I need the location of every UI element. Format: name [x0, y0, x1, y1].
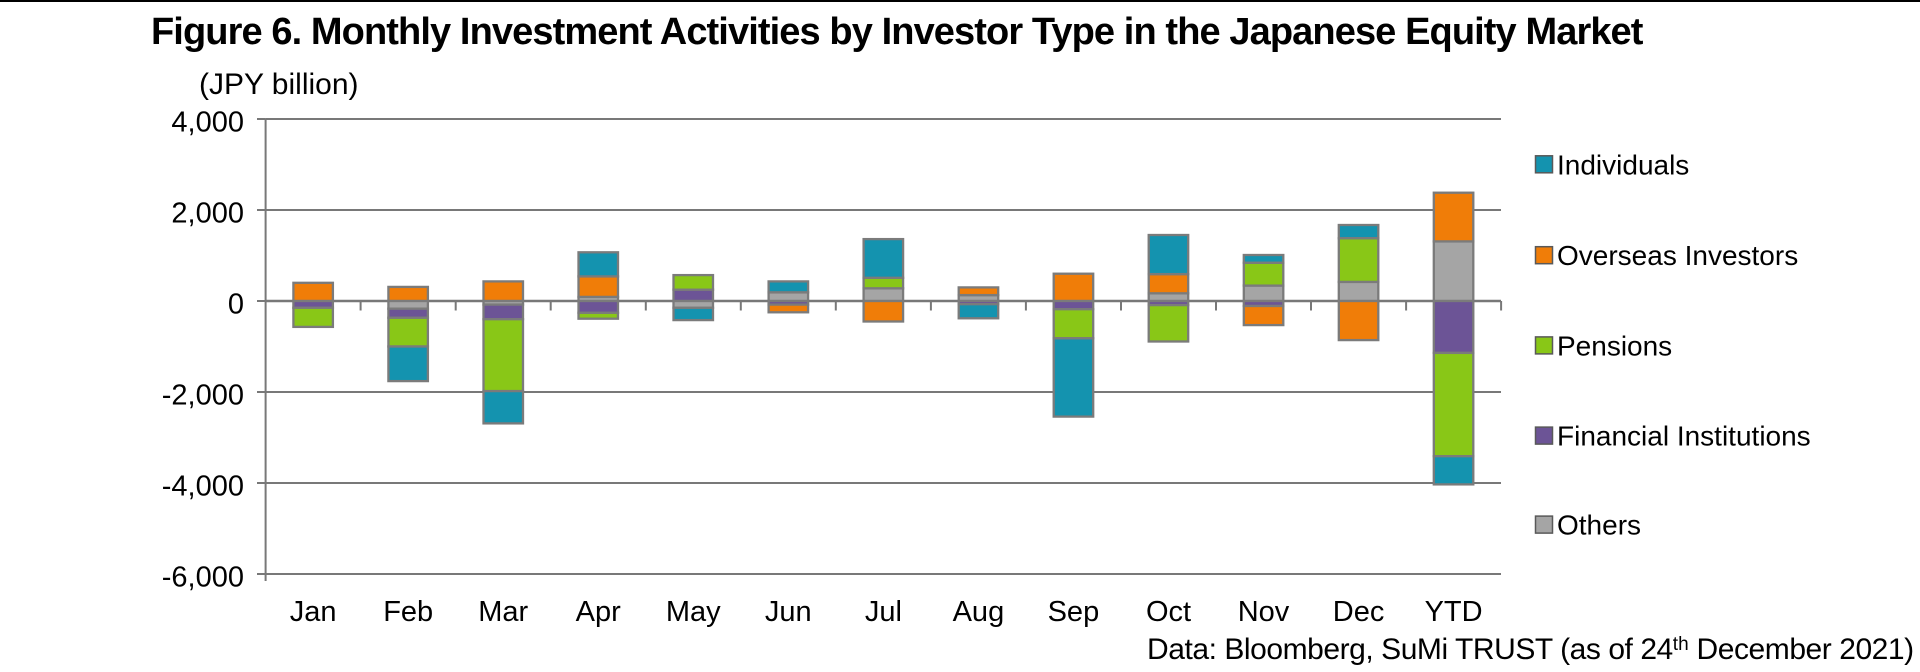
svg-text:-4,000: -4,000 — [162, 471, 244, 503]
svg-text:May: May — [666, 596, 721, 628]
svg-text:Individuals: Individuals — [1557, 149, 1689, 180]
svg-text:Oct: Oct — [1146, 596, 1191, 628]
svg-text:-6,000: -6,000 — [162, 562, 244, 594]
svg-text:Aug: Aug — [953, 596, 1005, 628]
svg-text:Jul: Jul — [865, 596, 902, 628]
svg-text:Feb: Feb — [383, 596, 433, 628]
svg-text:Jan: Jan — [290, 596, 337, 628]
svg-text:Financial Institutions: Financial Institutions — [1557, 421, 1811, 452]
svg-text:(JPY billion): (JPY billion) — [199, 68, 359, 101]
svg-text:Sep: Sep — [1048, 596, 1100, 628]
svg-text:Jun: Jun — [765, 596, 812, 628]
svg-text:Mar: Mar — [478, 596, 528, 628]
svg-text:Overseas Investors: Overseas Investors — [1557, 240, 1798, 271]
svg-text:0: 0 — [228, 289, 244, 321]
svg-text:Others: Others — [1557, 510, 1641, 541]
svg-text:4,000: 4,000 — [171, 107, 244, 139]
svg-text:YTD: YTD — [1425, 596, 1483, 628]
svg-text:Apr: Apr — [576, 596, 621, 628]
svg-text:-2,000: -2,000 — [162, 380, 244, 412]
svg-text:Dec: Dec — [1333, 596, 1385, 628]
svg-text:Nov: Nov — [1238, 596, 1290, 628]
svg-text:2,000: 2,000 — [171, 198, 244, 230]
svg-text:Pensions: Pensions — [1557, 330, 1672, 361]
